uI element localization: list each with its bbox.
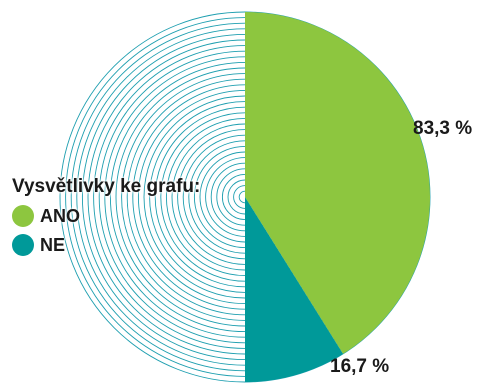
data-label-ne: 16,7 % <box>330 356 390 377</box>
legend-item-ne: NE <box>12 234 200 256</box>
legend-swatch-ne <box>12 234 34 256</box>
data-label-ano: 83,3 % <box>413 118 473 139</box>
legend-label-ne: NE <box>40 234 66 255</box>
pie-slice-ne <box>245 197 344 382</box>
legend-title: Vysvětlivky ke grafu: <box>12 176 201 197</box>
legend-item-ano: ANO <box>12 205 200 227</box>
legend-label-ano: ANO <box>40 205 80 226</box>
pie-slice-ano <box>245 12 431 354</box>
legend-swatch-ano <box>12 205 34 227</box>
legend: Vysvětlivky ke grafu: ANO NE <box>12 176 200 256</box>
